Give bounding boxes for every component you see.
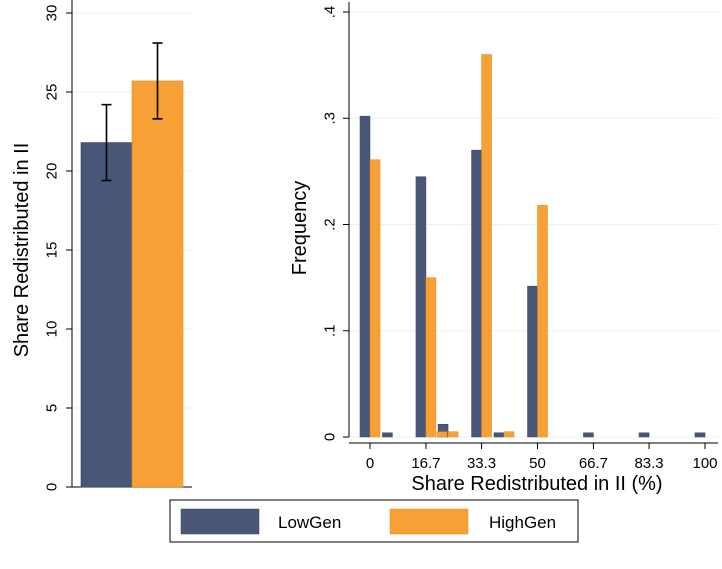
x-tick-label: 83.3 — [634, 455, 663, 472]
x-tick-label: 33.3 — [467, 455, 496, 472]
legend-swatch-highgen — [389, 508, 469, 535]
x-axis-label: Share Redistributed in II (%) — [411, 473, 662, 495]
y-tick-label: 5 — [44, 404, 61, 412]
bar-highgen — [425, 277, 437, 438]
left-bar-chart: 0 5 10 15 20 25 30 Share Redistributed in II — [11, 0, 192, 491]
bar-highgen — [481, 54, 492, 438]
y-tick-label: 20 — [44, 163, 61, 180]
x-tick-label: 16.7 — [411, 455, 440, 472]
bar-lowgen — [415, 176, 427, 438]
bar-highgen — [131, 80, 184, 488]
legend-label-lowgen: LowGen — [278, 513, 341, 532]
y-tick-label: 25 — [44, 84, 61, 101]
x-tick-label: 100 — [692, 455, 717, 472]
bar-lowgen — [583, 432, 594, 438]
y-axis-label: Frequency — [289, 181, 311, 276]
bar-lowgen — [694, 432, 706, 438]
right-histogram: 0 .1 .2 .3 .4 Frequency 0 16.7 33.3 50 66.7 83.3 100… — [289, 2, 718, 495]
bar-lowgen — [638, 432, 650, 438]
y-axis-label: Share Redistributed in II — [11, 143, 33, 358]
x-tick-label: 0 — [366, 455, 374, 472]
y-tick-label: 30 — [44, 5, 61, 22]
y-tick-label: 0 — [44, 483, 61, 491]
y-tick-label: .4 — [322, 6, 339, 19]
bar-lowgen — [80, 142, 133, 488]
bar-highgen — [503, 431, 515, 438]
y-tick-label: .2 — [322, 218, 339, 231]
bar-highgen — [436, 431, 448, 438]
bar-lowgen — [359, 115, 371, 438]
y-tick-label: 0 — [322, 433, 339, 441]
legend: LowGen HighGen — [169, 499, 579, 543]
bar-lowgen — [382, 432, 393, 438]
bar-highgen — [537, 205, 548, 438]
bar-highgen — [369, 159, 381, 438]
x-tick-label: 66.7 — [579, 455, 608, 472]
y-tick-label: .3 — [322, 112, 339, 125]
x-tick-label: 50 — [529, 455, 546, 472]
y-tick-label: .1 — [322, 324, 339, 337]
bar-lowgen — [527, 285, 538, 438]
bar-lowgen — [493, 432, 505, 438]
legend-swatch-lowgen — [180, 508, 260, 535]
y-tick-label: 15 — [44, 242, 61, 259]
y-tick-label: 10 — [44, 321, 61, 338]
legend-label-highgen: HighGen — [489, 513, 556, 532]
bar-highgen — [447, 431, 459, 438]
bar-lowgen — [471, 149, 482, 438]
